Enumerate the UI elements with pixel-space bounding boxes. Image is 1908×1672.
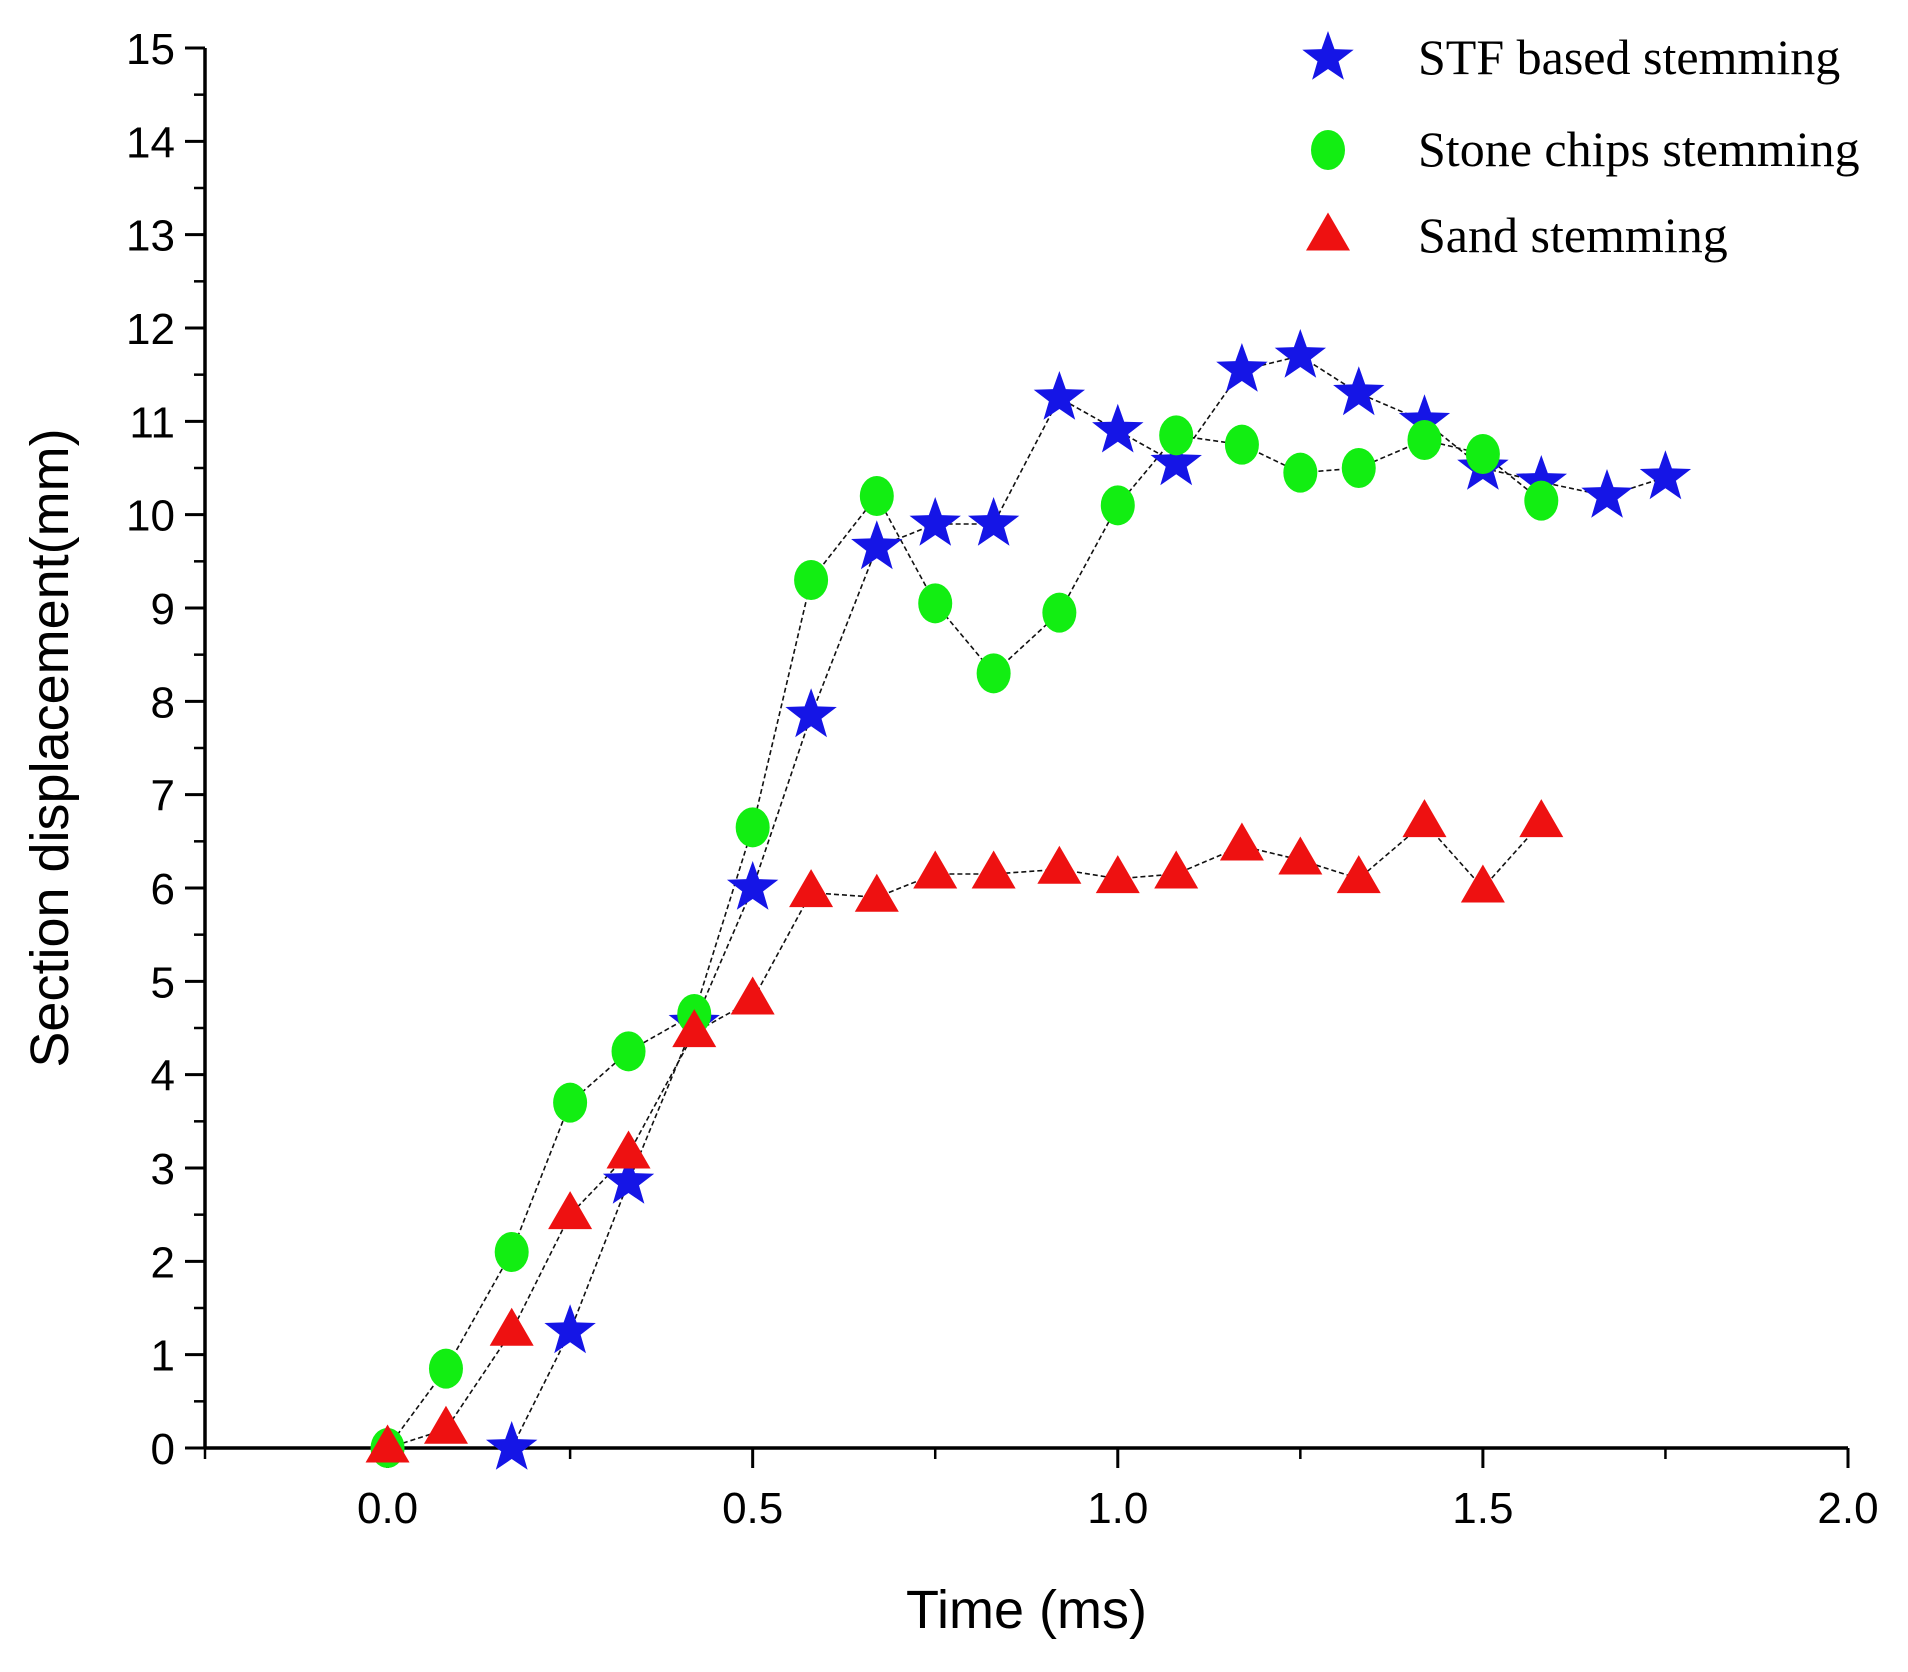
stone-chips-stemming-point	[1465, 434, 1500, 474]
legend-sand-stemming-label: Sand stemming	[1418, 207, 1728, 263]
sand-stemming-point	[672, 1009, 717, 1048]
sand-stemming-point	[913, 850, 958, 889]
stone-chips-stemming-point	[794, 560, 829, 600]
sand-stemming-point	[1037, 845, 1082, 884]
y-tick-label: 7	[151, 772, 175, 821]
y-tick-label: 1	[151, 1332, 175, 1381]
stf-based-stemming-point	[602, 1155, 655, 1204]
x-tick-label: 1.0	[1087, 1484, 1148, 1533]
legend-stf-based-stemming-marker	[1302, 31, 1354, 80]
sand-stemming-point	[365, 1424, 410, 1463]
y-tick-label: 5	[151, 958, 175, 1007]
series-markers	[365, 329, 1692, 1470]
y-tick-label: 12	[126, 305, 175, 354]
sand-stemming-point	[1402, 799, 1447, 838]
stf-based-stemming-point	[1581, 469, 1633, 518]
stone-chips-stemming-point	[1341, 448, 1376, 488]
y-tick-label: 13	[126, 212, 175, 261]
stone-chips-stemming-point	[976, 653, 1011, 694]
x-tick-label: 0.5	[722, 1484, 783, 1533]
y-tick-label: 10	[126, 492, 175, 541]
stf-based-stemming-point	[486, 1421, 538, 1470]
sand-stemming-point	[1095, 855, 1140, 894]
sand-stemming-point	[489, 1307, 534, 1346]
y-tick-label: 14	[126, 118, 175, 167]
y-tick-label: 6	[151, 865, 175, 914]
y-tick-label: 2	[151, 1238, 175, 1287]
sand-stemming-point	[1519, 799, 1564, 838]
stf-based-stemming-point	[1639, 450, 1692, 500]
sand-stemming-point	[1154, 850, 1199, 889]
legend: STF based stemming Stone chips stemming Sa…	[1302, 29, 1860, 263]
stone-chips-stemming-point	[1407, 420, 1442, 460]
legend-stf-based-stemming-label: STF based stemming	[1418, 29, 1840, 85]
stone-chips-stemming-point	[735, 807, 770, 848]
stone-chips-stemming-point	[494, 1232, 529, 1272]
stf-based-stemming-point	[851, 520, 903, 570]
stone-chips-stemming-point	[1524, 480, 1559, 521]
stone-chips-stemming-point	[859, 476, 894, 516]
legend-stone-chips-stemming-label: Stone chips stemming	[1418, 121, 1860, 177]
sand-stemming-point	[854, 873, 899, 912]
stone-chips-stemming-point	[1224, 424, 1259, 465]
sand-stemming-line	[387, 821, 1542, 1449]
y-tick-label: 3	[151, 1145, 175, 1194]
sand-stemming-point	[1460, 864, 1505, 903]
stone-chips-stemming-point	[1159, 415, 1194, 456]
y-axis-title: Section displacement(mm)	[20, 428, 80, 1067]
sand-stemming-point	[1219, 822, 1264, 861]
x-tick-label: 1.5	[1452, 1484, 1513, 1533]
stone-chips-stemming-point	[428, 1348, 463, 1389]
stf-based-stemming-point	[909, 497, 961, 546]
legend-sand-stemming-marker	[1306, 212, 1350, 251]
stf-based-stemming-point	[1333, 366, 1385, 416]
y-tick-label: 4	[151, 1052, 175, 1101]
sand-stemming-point	[548, 1191, 593, 1230]
sand-stemming-point	[423, 1405, 468, 1444]
stf-based-stemming-point	[1033, 371, 1085, 420]
stf-based-stemming-point	[1150, 436, 1202, 486]
stone-chips-stemming-point	[1100, 485, 1135, 526]
x-tick-label: 2.0	[1817, 1484, 1878, 1533]
x-tick-label: 0.0	[357, 1484, 418, 1533]
stone-chips-stemming-point	[553, 1082, 588, 1123]
stone-chips-stemming-line	[386, 434, 1542, 1449]
stf-based-stemming-point	[1515, 455, 1567, 504]
sand-stemming-point	[1278, 836, 1323, 875]
y-tick-label: 11	[129, 398, 175, 447]
sand-stemming-point	[1336, 855, 1381, 894]
stone-chips-stemming-point	[1042, 592, 1077, 633]
stf-based-stemming-point	[785, 688, 837, 738]
stone-chips-stemming-point	[611, 1031, 646, 1072]
stone-chips-stemming-point	[918, 583, 953, 624]
sand-stemming-point	[971, 850, 1016, 889]
stf-based-stemming-point	[1092, 403, 1144, 453]
y-tick-label: 15	[126, 25, 175, 74]
sand-stemming-point	[730, 976, 775, 1015]
legend-stone-chips-stemming-marker	[1311, 130, 1345, 170]
stf-based-stemming-point	[544, 1304, 596, 1354]
sand-stemming-point	[606, 1130, 651, 1169]
stf-based-stemming-point	[1216, 343, 1268, 392]
y-tick-label: 0	[151, 1425, 175, 1474]
stf-based-stemming-point	[727, 861, 779, 910]
stf-based-stemming-point	[1274, 329, 1326, 378]
stf-based-stemming-point	[1398, 394, 1451, 444]
stf-based-stemming-point	[968, 497, 1020, 546]
x-axis-title: Time (ms)	[906, 1580, 1147, 1640]
y-tick-label: 9	[151, 585, 175, 634]
y-tick-label: 8	[151, 678, 175, 727]
sand-stemming-point	[789, 869, 834, 908]
stone-chips-stemming-point	[1283, 452, 1318, 493]
